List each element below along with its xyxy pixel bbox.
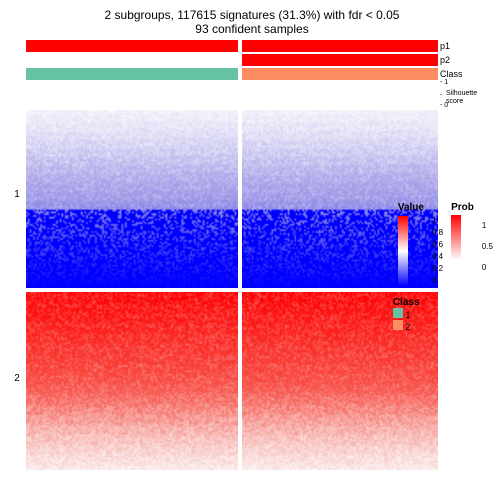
value-gradient <box>398 216 408 286</box>
label-p1: p1 <box>440 40 496 52</box>
heat-block-1-left <box>26 110 238 288</box>
label-p2: p2 <box>440 54 496 66</box>
annotation-p1 <box>26 40 438 52</box>
class-legend-item-1: 1 <box>393 308 498 320</box>
annotation-class <box>26 68 438 80</box>
value-ticks: 1 0.8 0.6 0.4 0.2 0 <box>429 215 446 287</box>
label-class: Class <box>440 68 496 80</box>
title-line1: 2 subgroups, 117615 signatures (31.3%) w… <box>8 8 496 22</box>
row-group-labels: 1 2 <box>8 40 26 470</box>
legends: Value Prob 1 0.8 0.6 0.4 0.2 0 1 0.5 0 C… <box>393 200 498 332</box>
prob-ticks: 1 0.5 0 <box>479 215 496 287</box>
heatmap-area <box>26 40 438 470</box>
annotation-p2 <box>26 54 438 66</box>
prob-legend-title: Prob <box>448 202 477 213</box>
prob-gradient <box>451 215 461 260</box>
row-group-2: 2 <box>14 373 20 384</box>
value-legend-title: Value <box>395 202 427 213</box>
annotation-silhouette <box>26 82 438 108</box>
label-silhouette: - 1 Silhouette score - - 0 <box>440 82 496 108</box>
heat-block-2-left <box>26 292 238 470</box>
class-legend-item-2: 2 <box>393 320 498 332</box>
heatmap-matrix <box>26 110 438 470</box>
class-legend-title: Class <box>393 297 498 308</box>
row-group-1: 1 <box>14 189 20 200</box>
title-line2: 93 confident samples <box>8 22 496 36</box>
